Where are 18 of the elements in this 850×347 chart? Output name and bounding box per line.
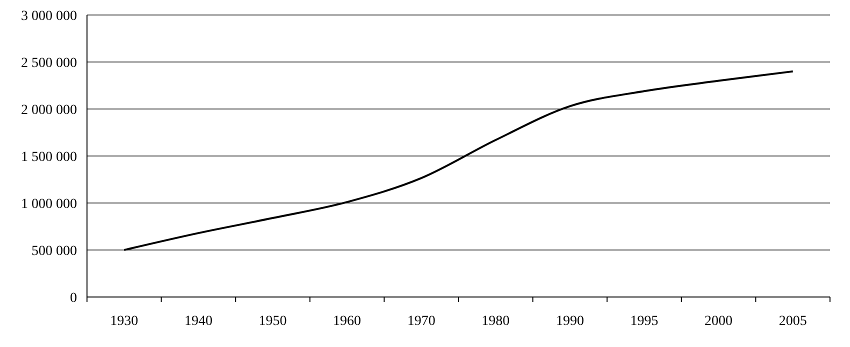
y-tick-label: 0 [70,290,77,306]
line-series [123,70,794,251]
x-tick-label: 1960 [333,314,362,329]
x-tick-label: 1995 [630,314,658,329]
x-tick-label: 1970 [407,314,436,329]
y-tick-label: 1 500 000 [21,150,77,165]
x-tick-label: 2005 [778,314,807,329]
x-tick-label: 1950 [258,314,287,329]
x-tick-label: 1990 [556,314,584,329]
x-tick-label: 1930 [110,314,138,329]
x-tick-label: 1980 [482,314,510,329]
x-tick-label: 1940 [184,314,212,329]
y-tick-label: 2 000 000 [21,102,77,118]
y-tick-label: 2 500 000 [21,56,77,71]
y-tick-label: 500 000 [32,244,77,259]
y-tick-label: 1 000 000 [21,196,77,212]
y-tick-label: 3 000 000 [21,8,77,24]
x-tick-label: 2000 [704,314,733,329]
